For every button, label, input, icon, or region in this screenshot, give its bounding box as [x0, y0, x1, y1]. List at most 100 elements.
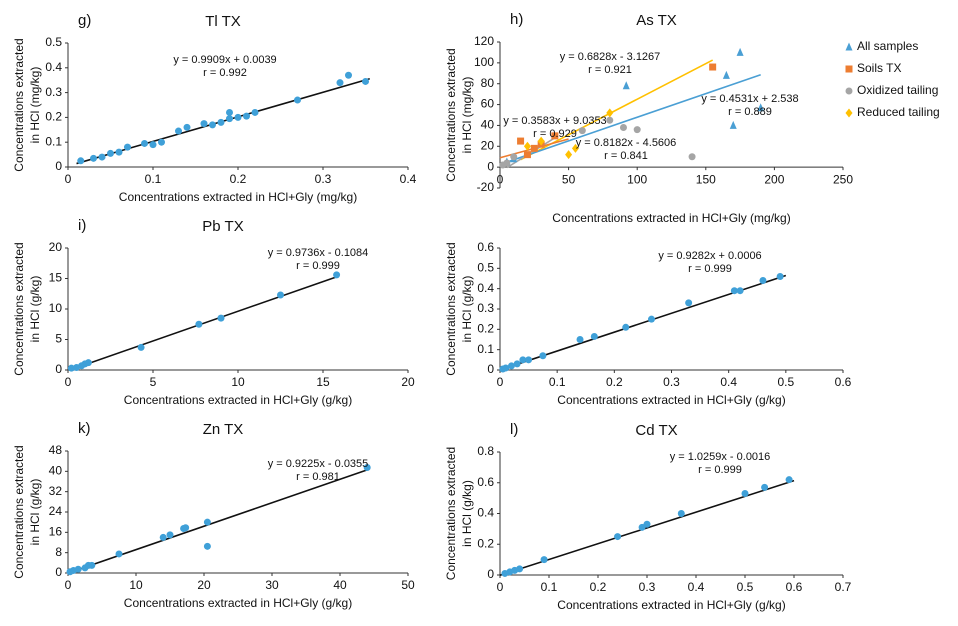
legend-label: Reduced tailing [857, 105, 940, 119]
point [124, 143, 131, 151]
fit-equation: y = 0.3583x + 9.0353 [503, 115, 606, 127]
point [776, 272, 784, 280]
y-tick-label: 0.2 [477, 536, 494, 550]
point [722, 70, 730, 79]
point [530, 144, 538, 152]
point [74, 565, 82, 573]
panel-label: g) [78, 12, 91, 29]
y-tick-label: 120 [474, 34, 494, 48]
point [571, 143, 579, 153]
y-tick-label: 0.6 [477, 240, 494, 254]
point [226, 108, 233, 116]
point [362, 77, 369, 85]
x-tick-label: 50 [401, 578, 415, 592]
x-tick-label: 20 [401, 375, 415, 389]
y-tick-label: 0.2 [45, 110, 62, 124]
y-tick-label: 0 [55, 362, 62, 376]
point [234, 113, 242, 121]
x-tick-label: 0.6 [835, 375, 852, 389]
x-tick-label: 15 [316, 375, 330, 389]
point [98, 153, 106, 161]
y-tick-label: 100 [474, 55, 494, 69]
point [525, 356, 533, 364]
point [537, 136, 545, 146]
point [709, 63, 717, 71]
point [759, 277, 767, 285]
x-tick-label: 20 [197, 578, 211, 592]
y-tick-label: 0.4 [477, 506, 494, 520]
point [519, 356, 527, 364]
point [565, 150, 573, 160]
point [590, 332, 598, 340]
x-tick-label: 0 [65, 578, 72, 592]
x-tick-label: 0.7 [835, 580, 852, 594]
point [67, 364, 75, 372]
point [622, 323, 630, 331]
point [166, 531, 174, 539]
legend-marker [845, 87, 853, 95]
fit-r: r = 0.981 [296, 471, 340, 483]
y-axis-label: Concentrations extracted [444, 242, 458, 375]
y-axis-label: Concentrations extracted [444, 48, 458, 181]
y-tick-label: 0 [487, 567, 494, 581]
x-tick-label: 0.6 [786, 580, 803, 594]
legend-label: All samples [857, 39, 918, 53]
y-tick-label: 0.8 [477, 444, 494, 458]
point [523, 141, 531, 151]
point [182, 524, 190, 532]
point [576, 336, 584, 343]
fit-line [499, 73, 761, 166]
point [539, 352, 547, 360]
y-axis-label: in HCl (g/kg) [460, 480, 474, 547]
x-tick-label: 0.1 [145, 172, 162, 186]
fit-r: r = 0.889 [728, 106, 772, 118]
point [540, 556, 548, 564]
x-tick-label: 40 [333, 578, 347, 592]
x-tick-label: 0 [65, 375, 72, 389]
y-tick-label: 0.4 [477, 281, 494, 295]
y-tick-label: 0.3 [45, 85, 62, 99]
legend-marker [845, 42, 853, 51]
y-tick-label: 48 [49, 443, 63, 457]
point [510, 153, 518, 161]
point [517, 137, 525, 145]
x-tick-label: 0.5 [777, 375, 794, 389]
point [551, 132, 559, 140]
y-tick-label: 0.2 [477, 322, 494, 336]
fit-line [67, 469, 368, 574]
legend-label: Soils TX [857, 61, 901, 75]
y-axis-label: Concentrations extracted [12, 445, 26, 578]
point [685, 299, 693, 307]
y-tick-label: 0.5 [477, 261, 494, 275]
fit-r: r = 0.841 [604, 150, 648, 162]
point [736, 287, 744, 295]
fit-equation: y = 0.4531x + 2.538 [701, 93, 798, 105]
point [195, 320, 203, 328]
y-tick-label: 0.1 [477, 342, 494, 356]
x-tick-label: 0.4 [688, 580, 705, 594]
point [336, 79, 344, 87]
fit-r: r = 0.999 [296, 260, 340, 272]
point [761, 483, 769, 491]
x-tick-label: 0.2 [230, 172, 247, 186]
point [137, 343, 145, 351]
x-tick-label: 0.5 [737, 580, 754, 594]
y-tick-label: 20 [481, 138, 495, 152]
y-tick-label: 5 [55, 332, 62, 346]
y-tick-label: 0 [487, 362, 494, 376]
panel-title: Zn TX [203, 421, 244, 438]
x-tick-label: 200 [764, 172, 784, 186]
point [578, 127, 586, 135]
point [115, 148, 123, 156]
point [217, 314, 225, 322]
point [243, 112, 250, 120]
point [633, 126, 641, 134]
x-tick-label: 10 [129, 578, 143, 592]
y-tick-label: 40 [49, 464, 63, 478]
y-axis-label: in HCl (g/kg) [460, 276, 474, 343]
point [141, 139, 148, 147]
x-axis-label: Concentrations extracted in HCl+Gly (mg/… [552, 211, 790, 225]
point [622, 81, 630, 90]
y-tick-label: 20 [49, 240, 63, 254]
